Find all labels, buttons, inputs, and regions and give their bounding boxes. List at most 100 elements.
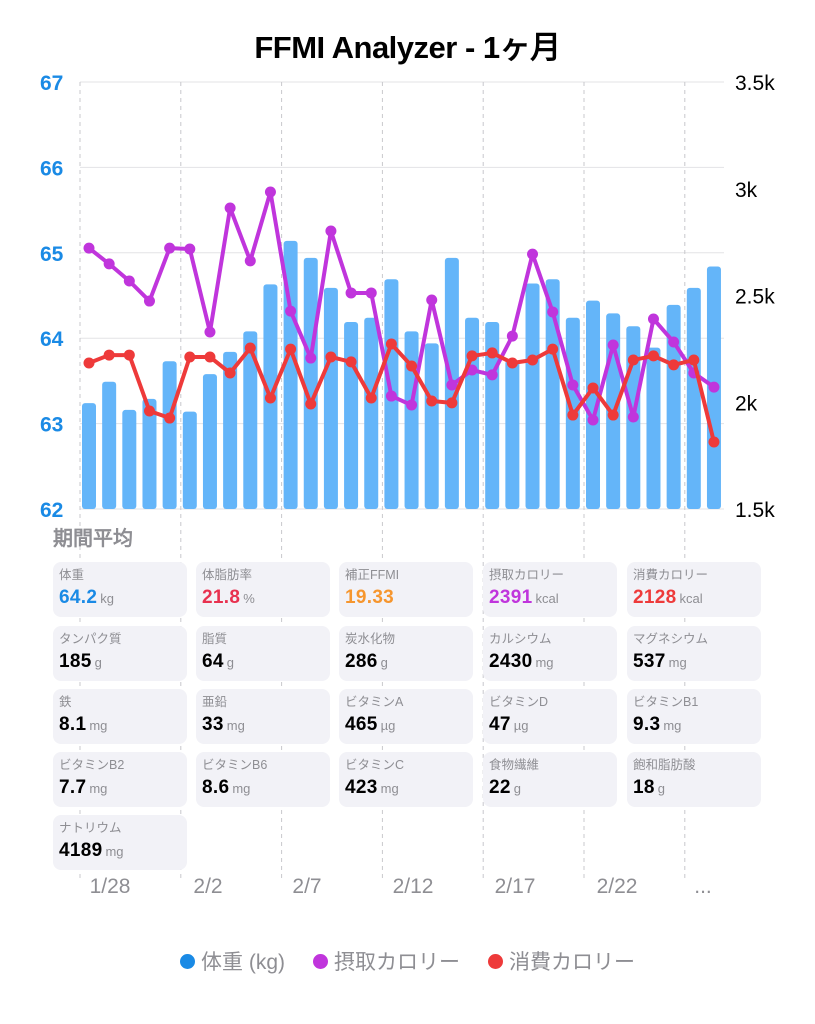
weight-bar	[162, 361, 177, 509]
stat-unit: µg	[380, 718, 396, 733]
burn-calorie-point	[647, 350, 659, 362]
left-axis-tick: 62	[40, 499, 63, 522]
weight-bar	[122, 409, 137, 509]
legend-label: 摂取カロリー	[334, 951, 460, 974]
stat-card: ビタミンB1 9.3 mg	[627, 689, 761, 744]
left-axis-tick: 64	[40, 328, 64, 351]
intake-calorie-line	[87, 189, 716, 422]
legend-dot-icon	[180, 953, 195, 969]
stat-value: 465	[345, 714, 378, 735]
stat-card: ビタミンC 423 mg	[339, 752, 473, 807]
burn-calorie-point	[506, 357, 518, 369]
stat-value: 22	[489, 777, 511, 798]
left-axis-tick: 67	[40, 72, 63, 95]
intake-calorie-point	[305, 352, 317, 364]
chart-legend: 体重 (kg) 摂取カロリー 消費カロリー	[0, 946, 815, 976]
burn-calorie-point	[365, 392, 377, 404]
legend-item: 摂取カロリー	[313, 946, 460, 976]
burn-calorie-point	[446, 397, 458, 409]
stat-unit: mg	[663, 718, 682, 733]
stat-unit: mg	[105, 844, 124, 859]
stat-unit: g	[94, 655, 102, 670]
stat-value: 9.3	[633, 714, 661, 735]
burn-calorie-point	[688, 354, 700, 366]
stat-unit: mg	[380, 781, 399, 796]
burn-calorie-point	[567, 409, 579, 421]
left-axis-tick: 66	[40, 157, 63, 180]
stat-card: 摂取カロリー 2391 kcal	[483, 562, 617, 617]
burn-calorie-point	[285, 343, 297, 355]
right-axis-tick: 3k	[735, 179, 758, 202]
stat-card: 亜鉛 33 mg	[196, 689, 330, 744]
intake-calorie-point	[123, 275, 135, 287]
stat-label: ビタミンB1	[633, 695, 699, 709]
burn-calorie-point	[587, 382, 599, 394]
stat-unit: %	[243, 591, 255, 606]
legend-dot-icon	[313, 953, 328, 969]
x-axis-tick: 2/12	[393, 875, 434, 898]
stat-card: ビタミンB2 7.7 mg	[53, 752, 187, 807]
burn-calorie-point	[164, 412, 176, 424]
stat-label: ナトリウム	[59, 821, 122, 835]
burn-calorie-point	[83, 357, 95, 369]
legend-label: 消費カロリー	[509, 951, 635, 974]
burn-calorie-line	[88, 341, 716, 443]
summary-title: 期間平均	[53, 528, 133, 550]
stat-value: 33	[202, 714, 224, 735]
stat-card: マグネシウム 537 mg	[627, 626, 761, 681]
weight-bar	[142, 398, 157, 509]
burn-calorie-point	[547, 343, 559, 355]
stat-unit: mg	[232, 781, 251, 796]
stat-card: タンパク質 185 g	[53, 626, 187, 681]
stat-card: カルシウム 2430 mg	[483, 626, 617, 681]
stat-unit: mg	[226, 718, 245, 733]
stat-value: 4189	[59, 840, 103, 861]
stat-unit: kcal	[679, 591, 703, 606]
weight-bar	[102, 381, 117, 509]
intake-calorie-point	[607, 339, 619, 351]
x-axis-tick: 2/17	[495, 875, 536, 898]
burn-calorie-point	[345, 356, 357, 368]
weight-bar	[666, 304, 681, 509]
weight-bar	[303, 257, 318, 509]
intake-calorie-point	[567, 379, 579, 391]
weight-bar	[545, 279, 560, 509]
intake-calorie-point	[365, 287, 377, 299]
stat-value: 537	[633, 651, 666, 672]
stat-label: カルシウム	[489, 632, 552, 646]
intake-calorie-point	[184, 243, 196, 255]
intake-calorie-point	[164, 242, 176, 254]
stat-value: 2430	[489, 651, 533, 672]
stat-value: 7.7	[59, 777, 87, 798]
stat-label: ビタミンD	[489, 695, 549, 709]
x-axis-tick: 2/7	[292, 875, 321, 898]
intake-calorie-point	[486, 369, 498, 381]
intake-calorie-point	[244, 255, 256, 267]
stat-card: 飽和脂肪酸 18 g	[627, 752, 761, 807]
app-title: FFMI Analyzer - 1ヶ月	[254, 30, 561, 65]
intake-calorie-point	[406, 399, 418, 411]
legend-label: 体重 (kg)	[201, 951, 285, 974]
stat-value: 185	[59, 651, 92, 672]
burn-calorie-point	[184, 351, 196, 363]
stat-card: 脂質 64 g	[196, 626, 330, 681]
stat-card: ナトリウム 4189 mg	[53, 815, 187, 870]
burn-calorie-point	[527, 354, 539, 366]
stat-label: 脂質	[202, 632, 228, 646]
stat-value: 64.2	[59, 587, 98, 608]
weight-bar	[243, 331, 258, 509]
stat-card: 食物繊維 22 g	[483, 752, 617, 807]
burn-calorie-point	[264, 392, 276, 404]
burn-calorie-point	[426, 395, 438, 407]
weight-bar	[82, 403, 96, 509]
weight-bar	[323, 287, 338, 509]
stat-card: ビタミンA 465 µg	[339, 689, 473, 744]
burn-calorie-point	[244, 342, 256, 354]
left-axis-tick: 65	[40, 243, 64, 266]
stat-value: 19.33	[345, 587, 395, 608]
stat-value: 8.1	[59, 714, 87, 735]
intake-calorie-point	[446, 379, 458, 391]
burn-calorie-point	[385, 338, 397, 350]
right-axis-tick: 2k	[735, 392, 758, 415]
weight-bar	[182, 411, 197, 509]
